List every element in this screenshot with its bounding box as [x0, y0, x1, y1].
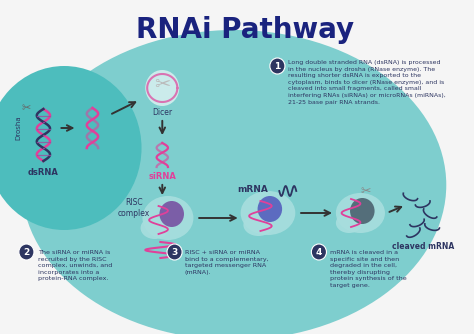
Circle shape [257, 196, 282, 222]
Circle shape [159, 201, 184, 227]
Text: 1: 1 [274, 61, 281, 70]
Circle shape [19, 244, 34, 260]
Text: ✂: ✂ [154, 74, 171, 94]
Text: RISC + siRNA or miRNA
bind to a complementary,
targeted messenger RNA
(mRNA).: RISC + siRNA or miRNA bind to a compleme… [185, 250, 269, 275]
Circle shape [167, 244, 182, 260]
Text: 3: 3 [172, 247, 178, 257]
Text: cleaved mRNA: cleaved mRNA [392, 242, 454, 251]
Circle shape [270, 58, 285, 74]
Ellipse shape [244, 214, 273, 236]
Text: ✂: ✂ [361, 184, 371, 197]
Text: RISC
complex: RISC complex [118, 198, 150, 218]
Circle shape [311, 244, 327, 260]
Text: Long double stranded RNA (dsRNA) is processed
in the nucleus by drosha (RNase en: Long double stranded RNA (dsRNA) is proc… [288, 60, 446, 105]
Ellipse shape [336, 193, 385, 233]
Text: The siRNA or miRNA is
recruited by the RISC
complex, unwinds, and
incorporates i: The siRNA or miRNA is recruited by the R… [38, 250, 112, 282]
Text: RNAi Pathway: RNAi Pathway [136, 16, 355, 44]
Text: 4: 4 [316, 247, 322, 257]
Text: siRNA: siRNA [148, 172, 176, 181]
Circle shape [350, 198, 374, 224]
Circle shape [0, 66, 142, 230]
Text: ✂: ✂ [22, 103, 31, 113]
Ellipse shape [336, 213, 362, 233]
Ellipse shape [22, 30, 447, 334]
Text: 2: 2 [23, 247, 29, 257]
Circle shape [146, 70, 179, 106]
Text: dsRNA: dsRNA [28, 168, 59, 177]
Text: Dicer: Dicer [152, 108, 173, 117]
Ellipse shape [241, 191, 295, 235]
Text: Drosha: Drosha [16, 116, 22, 140]
Ellipse shape [141, 217, 169, 239]
Ellipse shape [143, 196, 193, 240]
Text: mRNA: mRNA [237, 185, 268, 194]
Text: mRNA is cleaved in a
specific site and then
degraded in the cell,
thereby disrup: mRNA is cleaved in a specific site and t… [330, 250, 407, 288]
